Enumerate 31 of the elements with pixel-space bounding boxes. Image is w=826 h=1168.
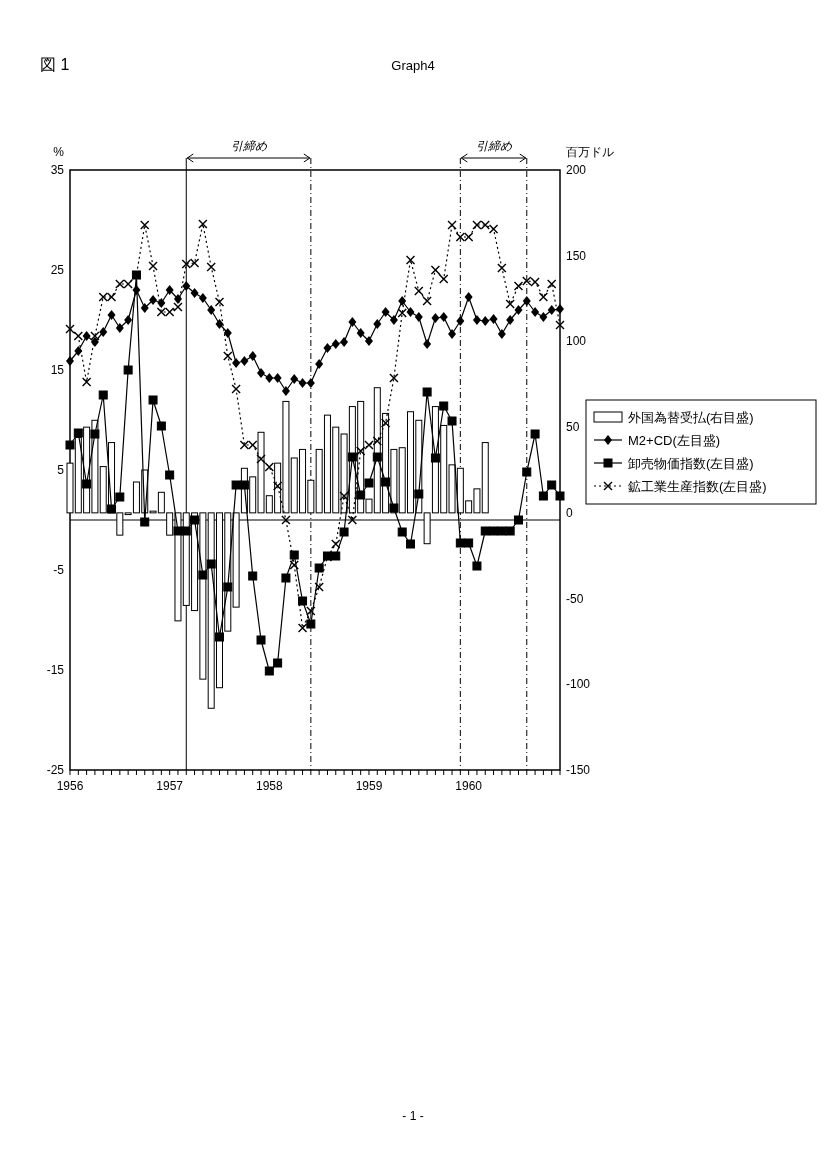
y2tick: 150 bbox=[566, 248, 587, 263]
annotation: - 1 - bbox=[402, 1109, 424, 1123]
ytick: -25 bbox=[46, 763, 64, 777]
xtick: 1958 bbox=[255, 779, 283, 793]
ytick: -15 bbox=[46, 663, 64, 677]
ytick: 25 bbox=[50, 263, 64, 277]
ytick: 5 bbox=[57, 463, 64, 477]
y2tick: 0 bbox=[566, 505, 573, 520]
annotation: 引締め bbox=[475, 139, 512, 153]
y2label: 百万ドル bbox=[566, 145, 614, 159]
annotation: 引締め bbox=[230, 139, 267, 153]
xtick: 1957 bbox=[156, 779, 183, 793]
legend-label: 鉱工業生産指数(左目盛) bbox=[628, 479, 767, 494]
ytick: 15 bbox=[50, 363, 64, 377]
title: 図 1 bbox=[40, 56, 70, 73]
xtick: 1956 bbox=[56, 779, 84, 793]
legend-label: 卸売物価指数(左目盛) bbox=[628, 456, 754, 471]
y2tick: -50 bbox=[566, 591, 584, 606]
subtitle: Graph4 bbox=[391, 58, 435, 73]
y2tick: 200 bbox=[566, 163, 587, 177]
legend-label: 外国為替受払(右目盛) bbox=[628, 410, 754, 425]
ylabel: % bbox=[53, 145, 64, 159]
y2tick: 100 bbox=[566, 334, 587, 349]
ytick: 35 bbox=[50, 163, 64, 177]
y2tick: -150 bbox=[566, 763, 591, 777]
legend-label: M2+CD(左目盛) bbox=[628, 433, 721, 448]
y2tick: 50 bbox=[566, 420, 580, 435]
y2tick: -100 bbox=[566, 677, 591, 692]
ytick: -5 bbox=[53, 563, 64, 577]
xtick: 1959 bbox=[355, 779, 383, 793]
xtick: 1960 bbox=[455, 779, 482, 793]
